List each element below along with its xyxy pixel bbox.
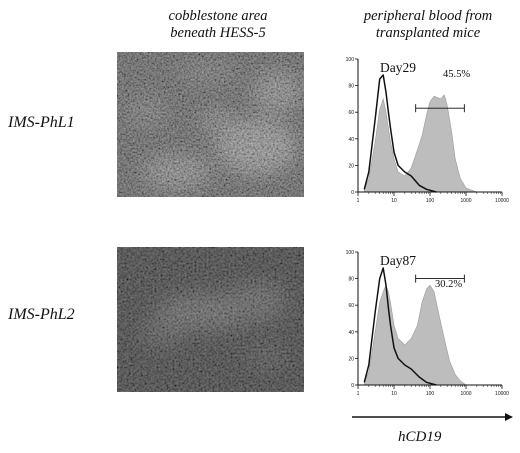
x-tick-label-1-4: 10000 — [495, 198, 509, 204]
x-tick-label-2-0: 1 — [357, 391, 360, 397]
plot-group-1: 0 20 40 60 80 100 1 10 100 1000 10000 — [346, 57, 510, 204]
x-tick-label-2-2: 100 — [426, 391, 435, 397]
histogram-line-2 — [363, 267, 437, 386]
x-tick-label-1-3: 1000 — [460, 198, 471, 204]
histogram-line-1 — [363, 74, 437, 193]
day-label-2: Day87 — [380, 253, 416, 268]
y-tick-label-1-2: 40 — [348, 137, 354, 143]
x-tick-label-1-2: 100 — [426, 198, 435, 204]
header-micrograph: cobblestone area beneath HESS-5 — [128, 8, 308, 42]
y-tick-label-2-3: 60 — [348, 303, 354, 309]
micrograph-1 — [117, 52, 304, 197]
x-tick-label-1-0: 1 — [357, 198, 360, 204]
x-axis-arrow — [352, 413, 513, 421]
header-facs-line1: peripheral blood from — [363, 8, 493, 24]
y-tick-label-2-2: 40 — [348, 330, 354, 336]
header-micrograph-line1: cobblestone area — [168, 8, 268, 24]
y-tick-label-2-0: 0 — [351, 383, 354, 389]
facs-svg-2: 0 20 40 60 80 100 1 10 100 1000 10000 Day87 30.2% — [346, 250, 510, 397]
y-tick-label-1-3: 60 — [348, 110, 354, 116]
y-tick-label-1-1: 20 — [348, 163, 354, 169]
x-tick-label-1-1: 10 — [391, 198, 397, 204]
x-axis-label: hCD19 — [398, 429, 442, 445]
plot-group-2: 0 20 40 60 80 100 1 10 100 1000 10000 — [346, 250, 510, 397]
y-tick-label-1-4: 80 — [348, 84, 354, 90]
y-tick-label-2-4: 80 — [348, 277, 354, 283]
facs-svg-1: 0 20 40 60 80 100 1 10 100 1000 10000 Day29 45.5% — [346, 57, 510, 204]
facs-histogram-1: 0 20 40 60 80 100 1 10 100 1000 10000 Day29 45.5% — [338, 55, 510, 205]
x-tick-label-2-3: 1000 — [460, 391, 471, 397]
micrograph-2 — [117, 247, 304, 392]
y-tick-label-1-0: 0 — [351, 190, 354, 196]
y-tick-label-2-5: 100 — [346, 250, 355, 256]
row-label-2: IMS-PhL2 — [8, 306, 75, 323]
gate-percent-2: 30.2% — [435, 279, 462, 290]
row-label-1: IMS-PhL1 — [8, 114, 75, 131]
histogram-filled-1 — [364, 94, 477, 193]
x-tick-label-2-4: 10000 — [495, 391, 509, 397]
gate-percent-1: 45.5% — [443, 69, 470, 80]
header-facs-line2: transplanted mice — [375, 25, 481, 41]
day-label-1: Day29 — [380, 60, 416, 75]
facs-histogram-2: 0 20 40 60 80 100 1 10 100 1000 10000 Day87 30.2% — [338, 248, 510, 398]
y-tick-label-2-1: 20 — [348, 356, 354, 362]
histogram-filled-2 — [364, 284, 467, 386]
header-micrograph-line2: beneath HESS-5 — [170, 25, 266, 41]
header-facs: peripheral blood from transplanted mice — [338, 8, 518, 42]
x-tick-label-2-1: 10 — [391, 391, 397, 397]
y-tick-label-1-5: 100 — [346, 57, 355, 63]
